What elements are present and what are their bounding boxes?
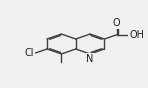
Text: N: N (86, 54, 94, 64)
Text: Cl: Cl (25, 48, 34, 58)
Text: OH: OH (129, 30, 144, 40)
Text: O: O (113, 18, 120, 28)
